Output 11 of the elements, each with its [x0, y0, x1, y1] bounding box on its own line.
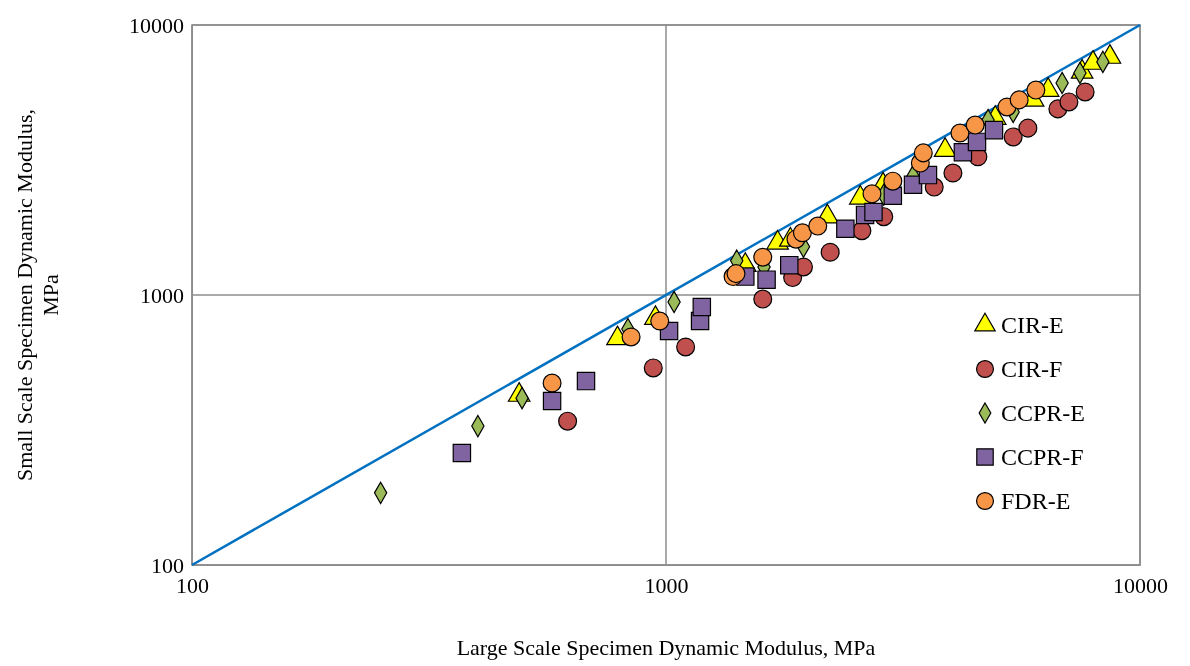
x-axis-title: Large Scale Specimen Dynamic Modulus, MPa — [456, 635, 876, 660]
y-tick-label: 1000 — [140, 282, 184, 308]
x-tick-label: 1000 — [644, 572, 689, 598]
y-tick-label: 10000 — [129, 12, 184, 38]
legend-label: CIR-E — [1001, 312, 1064, 338]
legend-label: CCPR-E — [1001, 400, 1086, 426]
legend-label: CIR-F — [1001, 356, 1063, 382]
x-tick-label: 10000 — [1113, 572, 1168, 598]
y-axis-title: Small Scale Specimen Dynamic Modulus, MPa — [12, 108, 63, 482]
legend-label: CCPR-F — [1001, 444, 1084, 470]
legend-label: FDR-E — [1001, 488, 1071, 514]
